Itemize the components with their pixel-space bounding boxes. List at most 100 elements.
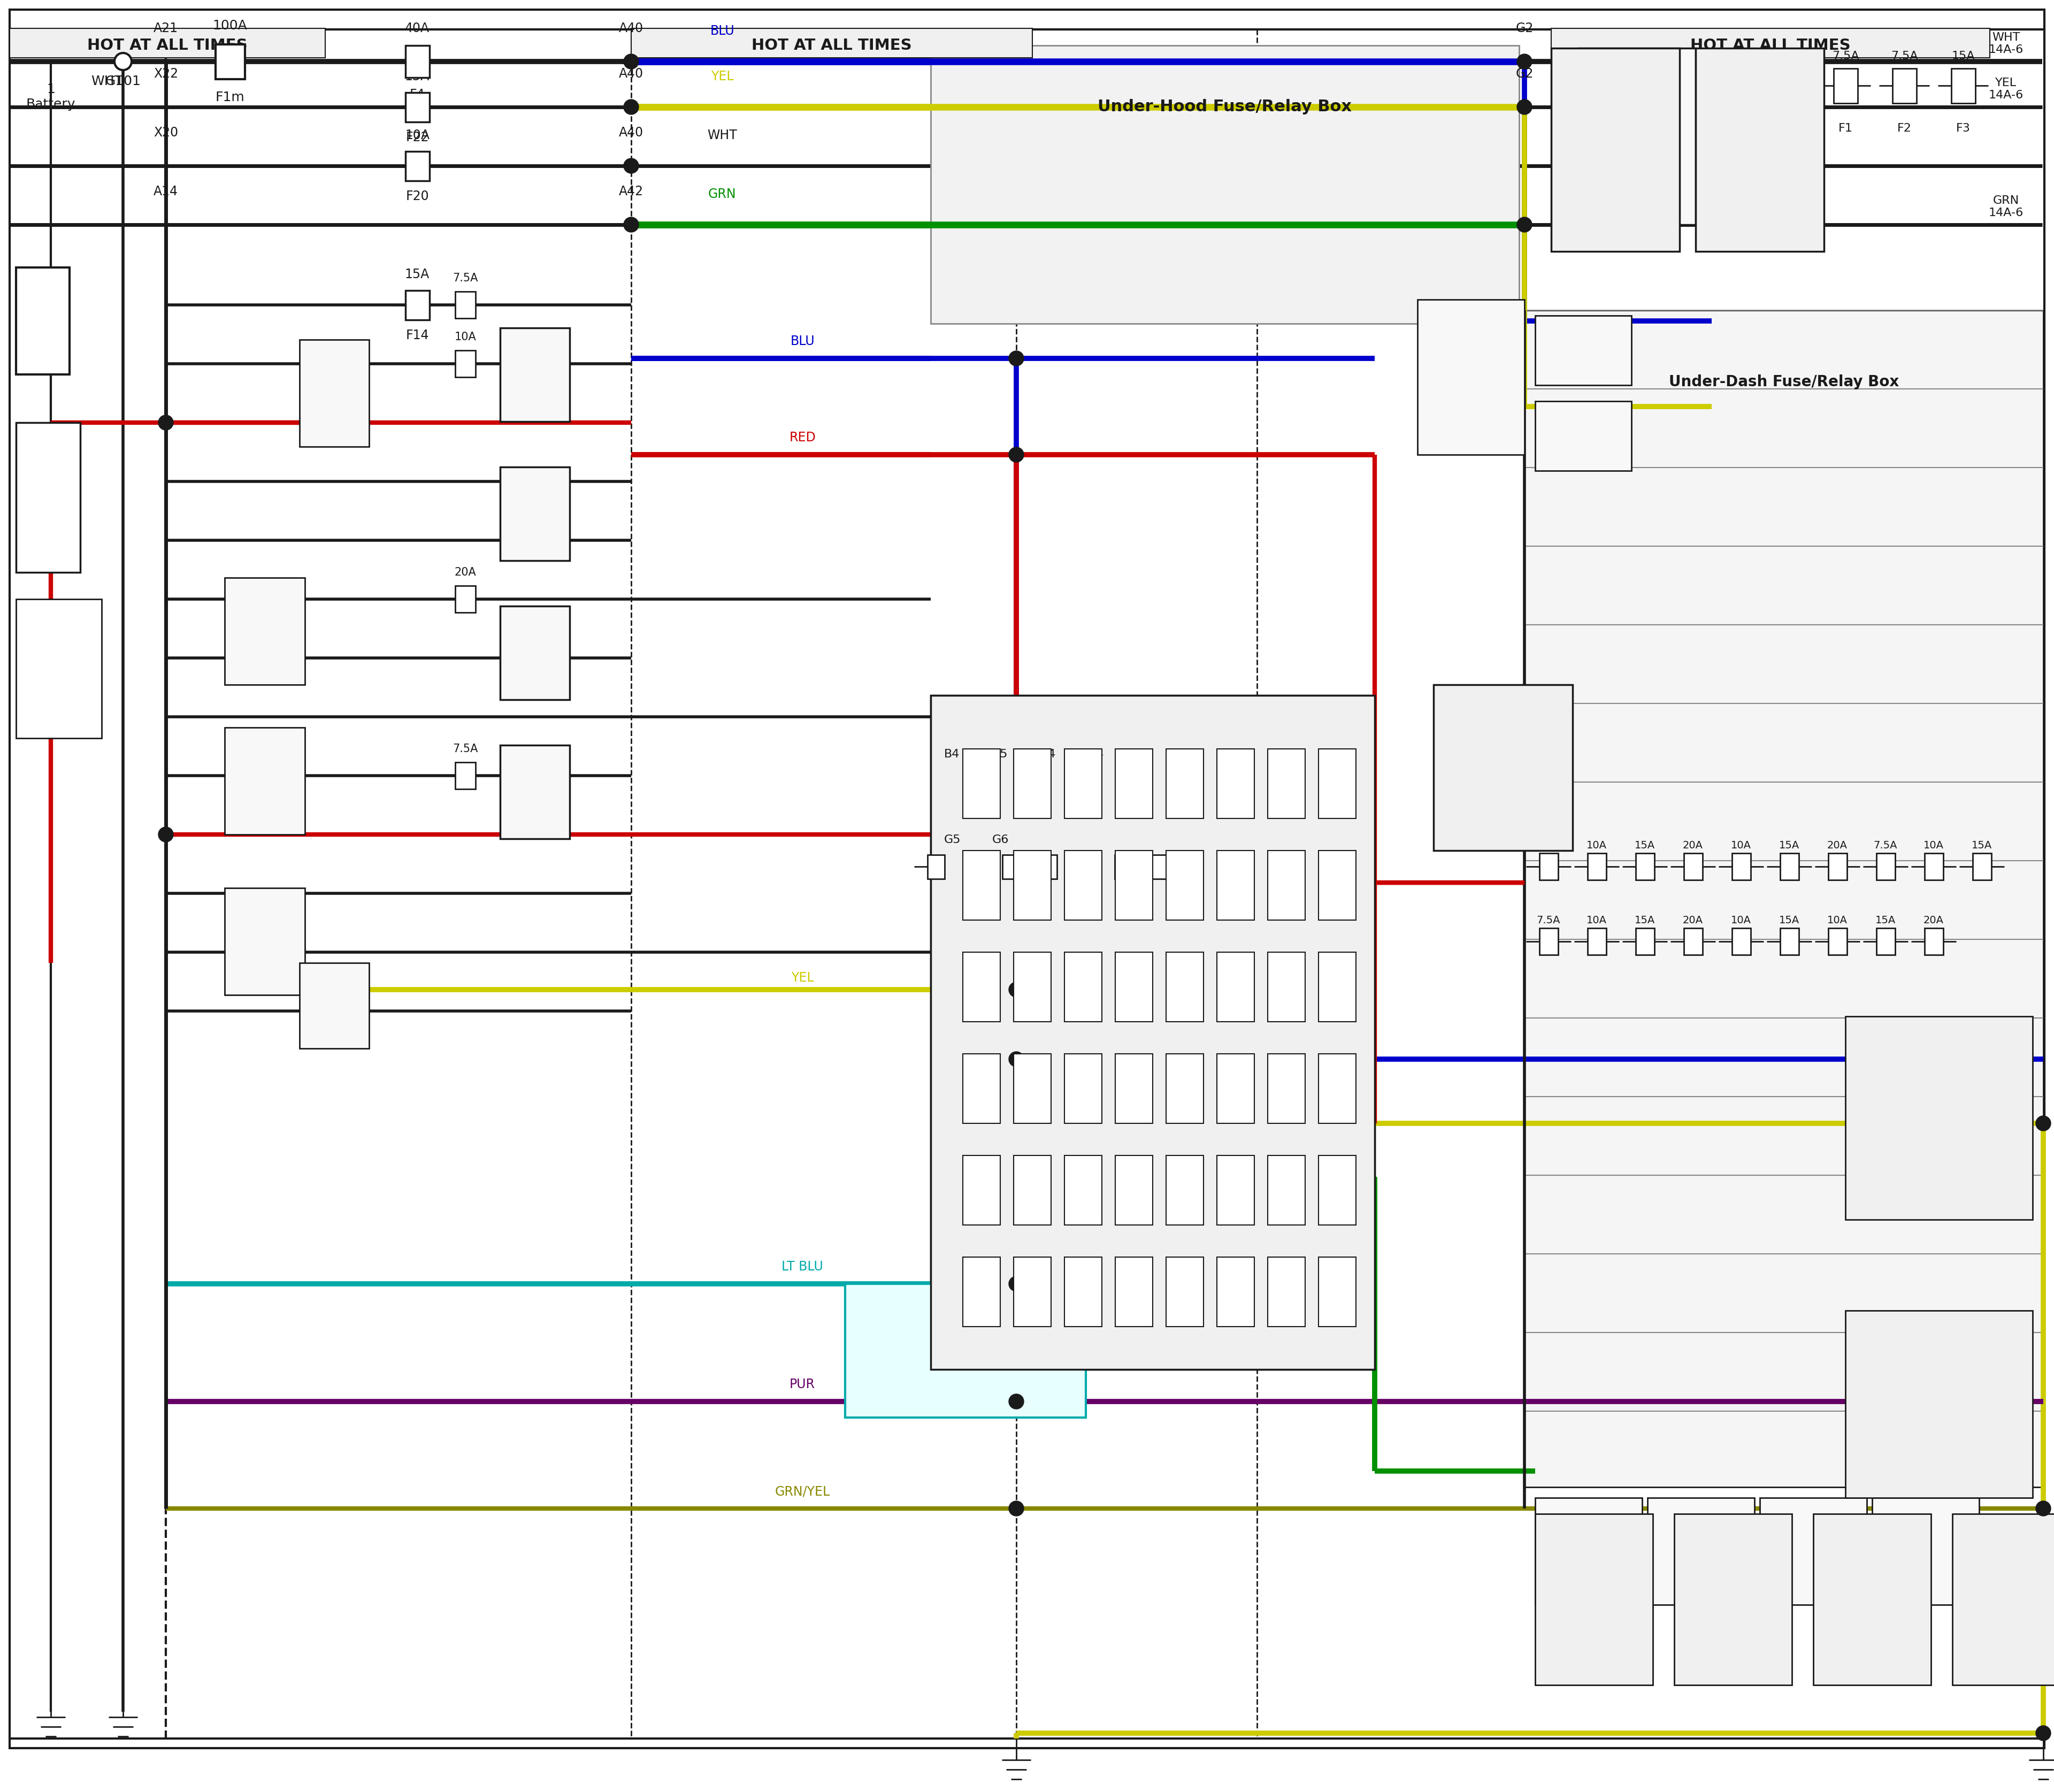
- Text: A3: A3: [1089, 749, 1105, 760]
- Text: A1: A1: [1078, 837, 1093, 848]
- Text: F1m: F1m: [216, 91, 244, 104]
- Bar: [1167, 1256, 1204, 1326]
- Bar: [1972, 853, 1992, 880]
- Bar: [1925, 853, 1943, 880]
- Bar: [1064, 1054, 1101, 1124]
- Bar: [930, 45, 1520, 324]
- Text: P5: P5: [967, 837, 980, 848]
- Bar: [1834, 68, 1857, 104]
- Bar: [1953, 1514, 2054, 1684]
- Text: A/C
Comp
Relay: A/C Comp Relay: [518, 774, 553, 810]
- Bar: [16, 423, 80, 572]
- Bar: [499, 468, 569, 561]
- Bar: [1828, 928, 1847, 955]
- Text: Relay
2: Relay 2: [1742, 136, 1777, 163]
- Bar: [1844, 1016, 2033, 1220]
- Bar: [1013, 1156, 1052, 1226]
- Bar: [300, 962, 370, 1048]
- Ellipse shape: [624, 158, 639, 174]
- Text: WHT: WHT: [707, 129, 737, 142]
- Text: GRN: GRN: [709, 188, 735, 201]
- Bar: [1877, 853, 1896, 880]
- Text: Under
Hood
Fuse: Under Hood Fuse: [246, 763, 283, 799]
- Bar: [1760, 1498, 1867, 1606]
- Text: B5: B5: [992, 749, 1009, 760]
- Text: F2: F2: [1898, 124, 1912, 134]
- Bar: [1538, 853, 1559, 880]
- Text: PGM-FI
Main
Relay 1: PGM-FI Main Relay 1: [1612, 75, 1662, 118]
- Text: ECM/PCM
Connector: ECM/PCM Connector: [1105, 803, 1200, 835]
- Bar: [1076, 855, 1095, 878]
- Text: YEL: YEL: [1111, 1100, 1134, 1113]
- Bar: [1267, 1256, 1304, 1326]
- Bar: [224, 577, 304, 685]
- Ellipse shape: [1009, 351, 1023, 366]
- Bar: [963, 749, 1000, 819]
- Bar: [1781, 853, 1799, 880]
- Text: RED: RED: [1109, 858, 1136, 873]
- Bar: [1267, 1054, 1304, 1124]
- Ellipse shape: [115, 54, 131, 70]
- Text: Front
Door
Plug: Front Door Plug: [1717, 1582, 1748, 1616]
- Bar: [216, 45, 244, 79]
- Bar: [1319, 952, 1356, 1021]
- Bar: [631, 29, 1033, 57]
- Text: F20: F20: [405, 190, 429, 202]
- Ellipse shape: [1009, 1276, 1023, 1292]
- Bar: [10, 29, 325, 57]
- Text: F4: F4: [409, 88, 425, 100]
- Text: A40: A40: [618, 125, 643, 140]
- Bar: [1319, 851, 1356, 919]
- Bar: [1216, 952, 1255, 1021]
- Bar: [1781, 928, 1799, 955]
- Bar: [1647, 1498, 1754, 1606]
- Text: ECM
Conn: ECM Conn: [1456, 366, 1487, 389]
- Text: YEL: YEL: [711, 70, 733, 82]
- Bar: [1152, 855, 1169, 878]
- Bar: [499, 745, 569, 839]
- Text: GRN
14A-6: GRN 14A-6: [1988, 195, 2023, 219]
- Text: 20A: 20A: [454, 566, 477, 577]
- Text: HOT AT ALL TIMES: HOT AT ALL TIMES: [86, 38, 249, 54]
- Text: A14: A14: [154, 185, 179, 197]
- Text: PGM-FI
Main
Relay 1: PGM-FI Main Relay 1: [1592, 129, 1639, 170]
- Text: Under
Dash
Fuse: Under Dash Fuse: [246, 613, 283, 649]
- Text: Diode
B: Diode B: [316, 382, 351, 405]
- Bar: [1814, 1514, 1931, 1684]
- Bar: [1674, 1514, 1791, 1684]
- Ellipse shape: [1009, 1502, 1023, 1516]
- Text: Ignition
Switch: Ignition Switch: [23, 484, 74, 511]
- Ellipse shape: [624, 217, 639, 233]
- Text: Battery: Battery: [14, 314, 70, 328]
- Text: BLU: BLU: [711, 25, 735, 38]
- Ellipse shape: [1009, 1052, 1023, 1066]
- Text: WHT
14A-6: WHT 14A-6: [1988, 32, 2023, 56]
- Bar: [1534, 401, 1631, 471]
- Text: F1: F1: [1838, 124, 1853, 134]
- Bar: [963, 1156, 1000, 1226]
- Bar: [1115, 1054, 1152, 1124]
- Text: 1
Battery: 1 Battery: [27, 82, 76, 111]
- Text: 15A: 15A: [1779, 840, 1799, 851]
- Bar: [1216, 1054, 1255, 1124]
- Text: X20: X20: [154, 125, 179, 140]
- Text: F3: F3: [1955, 124, 1970, 134]
- Ellipse shape: [624, 100, 639, 115]
- Bar: [456, 292, 477, 319]
- Text: Front
Door
Plug: Front Door Plug: [1580, 1582, 1608, 1616]
- Bar: [1925, 928, 1943, 955]
- Bar: [963, 1256, 1000, 1326]
- Text: Starter
Motor: Starter Motor: [35, 654, 82, 683]
- Text: P4: P4: [930, 837, 943, 848]
- Bar: [1216, 851, 1255, 919]
- Text: 10A: 10A: [1732, 916, 1752, 925]
- Bar: [1951, 68, 1976, 104]
- Text: 20A: 20A: [1682, 840, 1703, 851]
- Ellipse shape: [1009, 448, 1023, 462]
- Text: 20A: 20A: [1682, 916, 1703, 925]
- Bar: [1551, 48, 1680, 251]
- Bar: [300, 340, 370, 446]
- Bar: [1013, 851, 1052, 919]
- Text: 10A: 10A: [1828, 916, 1847, 925]
- Bar: [1167, 952, 1204, 1021]
